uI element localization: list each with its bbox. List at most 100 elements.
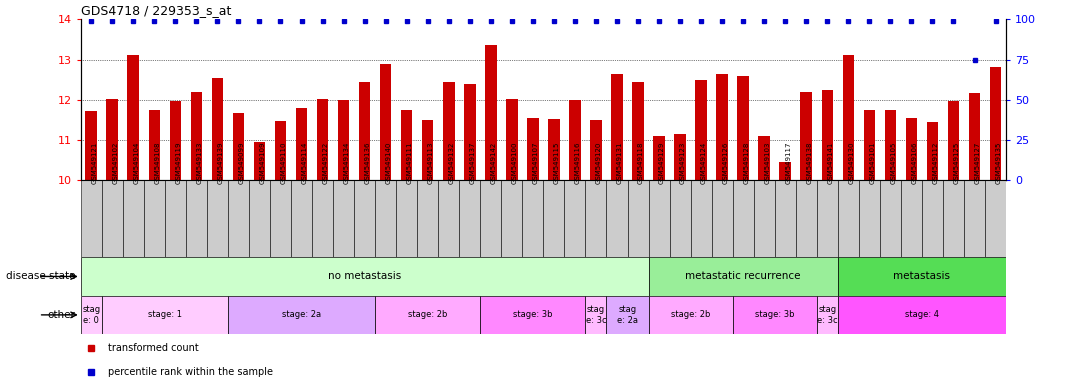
Bar — [775, 180, 796, 257]
Text: GSM549135: GSM549135 — [995, 142, 1002, 184]
Bar — [801, 92, 812, 180]
Bar — [480, 296, 585, 334]
Bar — [548, 119, 560, 180]
Bar — [901, 180, 922, 257]
Text: GDS4718 / 229353_s_at: GDS4718 / 229353_s_at — [81, 3, 231, 17]
Bar — [695, 80, 707, 180]
Text: GSM549115: GSM549115 — [554, 142, 560, 184]
Text: GSM549112: GSM549112 — [933, 142, 938, 184]
Bar — [186, 180, 207, 257]
Text: GSM549139: GSM549139 — [217, 142, 224, 184]
Bar — [585, 180, 607, 257]
Bar — [270, 180, 291, 257]
Bar — [127, 55, 139, 180]
Text: other: other — [47, 310, 75, 320]
Bar — [358, 82, 370, 180]
Bar — [569, 100, 581, 180]
Text: stage: 2a: stage: 2a — [282, 310, 321, 319]
Text: GSM549125: GSM549125 — [953, 142, 960, 184]
Bar — [906, 118, 917, 180]
Bar — [843, 56, 854, 180]
Text: stag
e: 3c: stag e: 3c — [817, 305, 837, 324]
Text: stage: 1: stage: 1 — [147, 310, 182, 319]
Bar — [501, 180, 522, 257]
Text: GSM549140: GSM549140 — [385, 142, 392, 184]
Bar — [543, 180, 565, 257]
Bar — [880, 180, 901, 257]
Bar — [376, 180, 396, 257]
Text: GSM549128: GSM549128 — [744, 142, 749, 184]
Text: GSM549129: GSM549129 — [659, 142, 665, 184]
Bar — [81, 180, 102, 257]
Text: GSM549138: GSM549138 — [806, 142, 812, 184]
Bar — [296, 108, 308, 180]
Bar — [943, 180, 964, 257]
Bar — [107, 99, 118, 180]
Text: GSM549134: GSM549134 — [343, 142, 350, 184]
Bar — [990, 67, 1002, 180]
Bar — [380, 64, 392, 180]
Bar — [884, 110, 896, 180]
Text: GSM549109: GSM549109 — [259, 142, 266, 184]
Bar — [443, 82, 454, 180]
Bar — [922, 180, 943, 257]
Text: GSM549105: GSM549105 — [891, 142, 896, 184]
Text: GSM549131: GSM549131 — [617, 142, 623, 184]
Bar — [212, 78, 223, 180]
Bar — [753, 180, 775, 257]
Text: GSM549103: GSM549103 — [764, 142, 770, 184]
Text: no metastasis: no metastasis — [328, 271, 401, 281]
Bar — [312, 180, 334, 257]
Text: GSM549123: GSM549123 — [680, 142, 686, 184]
Bar — [190, 92, 202, 180]
Bar — [438, 180, 459, 257]
Bar — [254, 142, 266, 180]
Bar — [522, 180, 543, 257]
Text: disease state: disease state — [5, 271, 75, 281]
Bar — [480, 180, 501, 257]
Bar — [649, 296, 733, 334]
Bar — [817, 180, 838, 257]
Bar — [838, 257, 1006, 296]
Bar — [649, 257, 838, 296]
Bar — [838, 296, 1006, 334]
Bar — [633, 82, 643, 180]
Bar — [249, 180, 270, 257]
Bar — [585, 296, 607, 334]
Text: GSM549113: GSM549113 — [428, 142, 434, 184]
Bar — [675, 134, 685, 180]
Bar — [796, 180, 817, 257]
Bar — [506, 99, 518, 180]
Text: GSM549104: GSM549104 — [133, 142, 139, 184]
Bar — [864, 110, 875, 180]
Bar — [334, 180, 354, 257]
Text: GSM549137: GSM549137 — [470, 142, 476, 184]
Text: stage: 3b: stage: 3b — [513, 310, 553, 319]
Bar — [926, 122, 938, 180]
Text: GSM549121: GSM549121 — [91, 142, 97, 184]
Text: GSM549141: GSM549141 — [827, 142, 833, 184]
Bar — [649, 180, 669, 257]
Text: stag
e: 0: stag e: 0 — [82, 305, 100, 324]
Bar — [144, 180, 165, 257]
Bar — [733, 296, 817, 334]
Bar — [611, 74, 623, 180]
Bar — [985, 180, 1006, 257]
Bar — [821, 90, 833, 180]
Bar — [653, 136, 665, 180]
Bar — [417, 180, 438, 257]
Text: stage: 2b: stage: 2b — [408, 310, 448, 319]
Bar — [207, 180, 228, 257]
Text: transformed count: transformed count — [108, 343, 198, 353]
Bar — [148, 110, 160, 180]
Bar — [464, 84, 476, 180]
Text: GSM549127: GSM549127 — [975, 142, 980, 184]
Text: GSM549126: GSM549126 — [722, 142, 728, 184]
Bar — [733, 180, 753, 257]
Text: metastatic recurrence: metastatic recurrence — [685, 271, 801, 281]
Bar — [711, 180, 733, 257]
Text: percentile rank within the sample: percentile rank within the sample — [108, 367, 272, 377]
Text: stag
e: 3c: stag e: 3c — [585, 305, 606, 324]
Text: GSM549142: GSM549142 — [491, 142, 497, 184]
Bar — [948, 101, 960, 180]
